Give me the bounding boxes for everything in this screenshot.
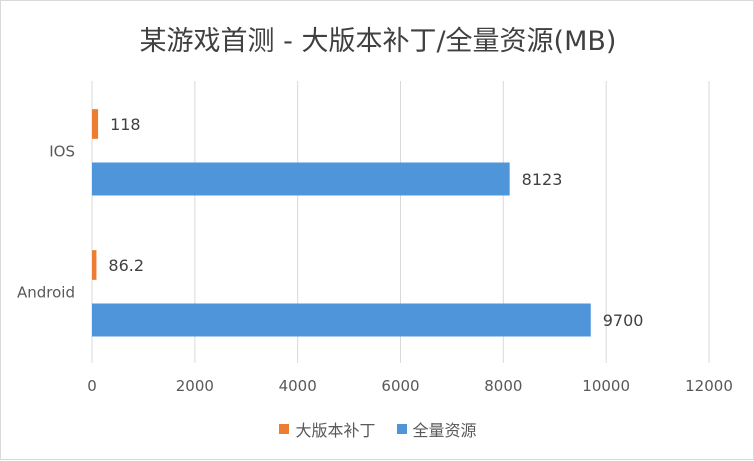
legend-swatch-full	[396, 424, 407, 434]
data-label-android-series-0: 86.2	[108, 256, 144, 275]
x-tick-label-2000: 2000	[176, 377, 214, 395]
legend-item-patch: 大版本补丁	[279, 417, 375, 441]
bar-ios-series-0	[92, 109, 99, 139]
bar-android-series-0	[92, 250, 97, 280]
legend: 大版本补丁 全量资源	[1, 417, 754, 441]
data-label-ios-series-0: 118	[110, 115, 141, 134]
legend-label-full: 全量资源	[412, 421, 477, 440]
data-label-android-series-1: 9700	[603, 311, 644, 330]
bar-android-series-1	[92, 303, 591, 337]
x-tick-label-10000: 10000	[582, 377, 630, 395]
x-tick-label-4000: 4000	[279, 377, 317, 395]
bar-ios-series-1	[92, 162, 510, 196]
legend-label-patch: 大版本补丁	[295, 421, 376, 440]
x-tick-label-6000: 6000	[381, 377, 419, 395]
x-tick-label-8000: 8000	[484, 377, 522, 395]
x-tick-label-12000: 12000	[685, 377, 733, 395]
category-label-android: Android	[17, 284, 75, 302]
chart-title: 某游戏首测 - 大版本补丁/全量资源(MB)	[139, 26, 617, 57]
category-label-ios: IOS	[49, 143, 75, 161]
legend-swatch-patch	[279, 424, 290, 434]
x-tick-label-0: 0	[87, 377, 97, 395]
legend-item-full: 全量资源	[396, 417, 477, 441]
data-label-ios-series-1: 8123	[522, 170, 563, 189]
